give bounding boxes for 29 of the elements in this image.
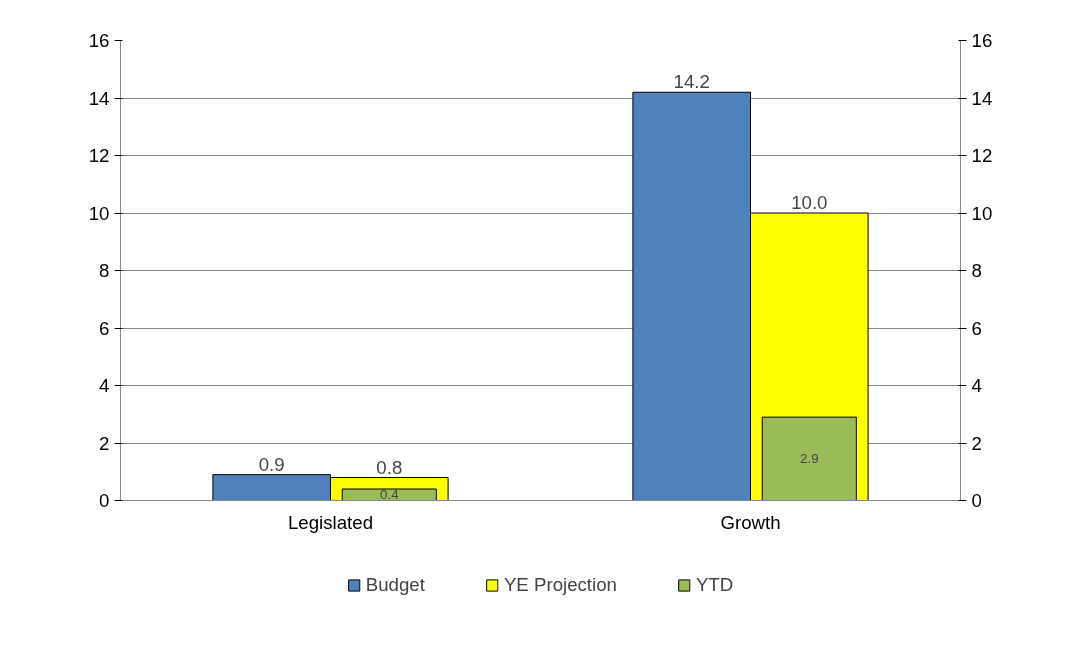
y-tick-label: 12 [88,145,110,166]
y2-tick-label: 8 [971,260,982,281]
data-label: 10.0 [791,192,828,213]
data-label: 14.2 [673,71,710,93]
y2-tick-label: 12 [971,145,993,166]
legend-label: YTD [695,574,734,596]
y2-tick-label: 0 [971,490,982,511]
y-tick-label: 0 [99,490,110,511]
legend-label: Budget [365,574,425,596]
data-label: 0.4 [380,487,400,503]
y-tick-label: 16 [88,30,110,51]
x-tick-label: Legislated [287,511,374,533]
y2-tick-label: 16 [971,30,993,51]
y-tick-label: 6 [99,317,110,339]
data-label: 0.8 [376,456,403,478]
legend-label: YE Projection [503,574,617,596]
y-tick-label: 4 [99,375,110,396]
x-tick-label: Growth [720,511,781,533]
y-tick-label: 14 [88,87,110,109]
y-tick-label: 10 [88,202,110,224]
y-tick-label: 8 [99,260,110,281]
y2-tick-label: 10 [971,202,993,224]
y2-tick-label: 14 [971,87,993,109]
y2-tick-label: 2 [971,432,982,454]
data-label: 2.9 [800,451,819,467]
y2-tick-label: 4 [971,375,982,396]
y2-tick-label: 6 [971,317,982,339]
data-label: 0.9 [258,453,285,475]
y-tick-label: 2 [99,432,110,454]
